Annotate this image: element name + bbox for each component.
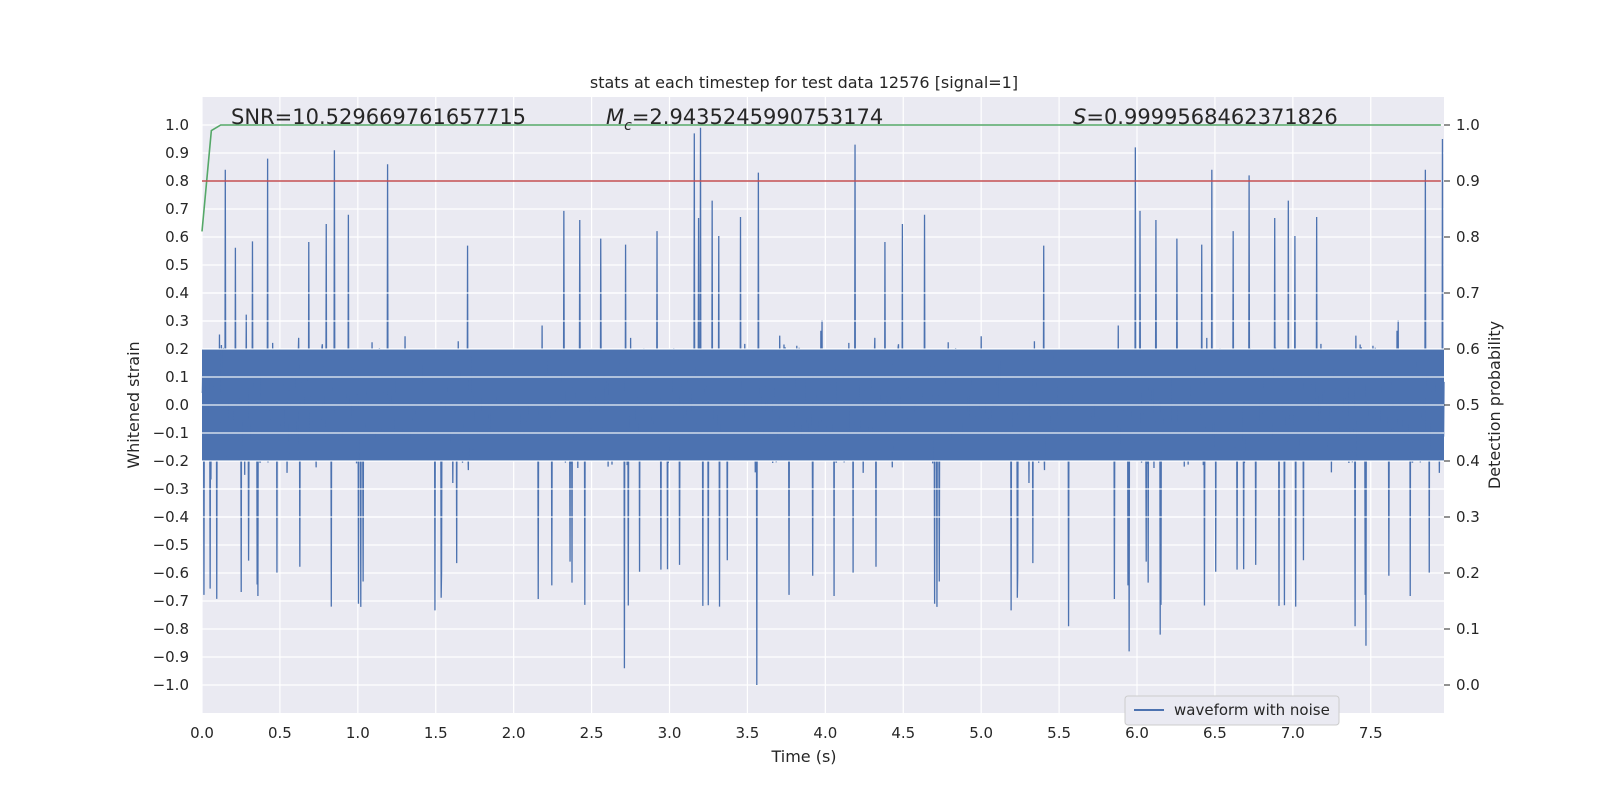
y-tick-label: −0.5 <box>153 536 189 554</box>
detection-probability-line <box>201 124 1441 232</box>
chirp-mass-annotation: Mc=2.9435245990753174 <box>606 105 883 134</box>
x-tick-label: 5.0 <box>969 724 993 742</box>
x-tick-label: 6.5 <box>1203 724 1227 742</box>
y-tick-label: 0.9 <box>165 144 189 162</box>
y-tick-label: 0.0 <box>165 396 189 414</box>
y2-tick-label: 0.0 <box>1456 676 1480 694</box>
y-axis-label: Whitened strain <box>124 341 143 468</box>
y-tick-label: −0.1 <box>153 424 189 442</box>
waveform-series <box>201 127 1445 686</box>
y2-tick-label: 0.1 <box>1456 620 1480 638</box>
y2-tick-label: 0.3 <box>1456 508 1480 526</box>
y2-tick-label: 1.0 <box>1456 116 1480 134</box>
y-axis-ticks: 1.0 0.9 0.8 0.7 0.6 0.5 0.4 0.3 0.2 0.1 0.0 −0.1 −0.… <box>153 116 189 694</box>
y2-tick-label: 0.4 <box>1456 452 1480 470</box>
y-tick-label: 0.8 <box>165 172 189 190</box>
x-tick-label: 3.5 <box>735 724 759 742</box>
y-tick-label: 0.5 <box>165 256 189 274</box>
y2-tick-label: 0.7 <box>1456 284 1480 302</box>
y-tick-label: −0.4 <box>153 508 189 526</box>
y2-axis-label: Detection probability <box>1485 321 1504 489</box>
x-tick-label: 3.0 <box>658 724 682 742</box>
x-tick-label: 7.0 <box>1281 724 1305 742</box>
y-tick-label: −0.9 <box>153 648 189 666</box>
y-tick-label: 0.2 <box>165 340 189 358</box>
legend-box <box>1124 695 1340 726</box>
x-tick-label: 2.5 <box>580 724 604 742</box>
y-tick-label: −0.2 <box>153 452 189 470</box>
chart-title: stats at each timestep for test data 125… <box>590 73 1018 92</box>
y-tick-label: 0.6 <box>165 228 189 246</box>
y-tick-label: 0.7 <box>165 200 189 218</box>
y2-tick-label: 0.8 <box>1456 228 1480 246</box>
x-tick-label: 0.0 <box>190 724 214 742</box>
y-tick-label: −0.3 <box>153 480 189 498</box>
y-tick-label: −0.8 <box>153 620 189 638</box>
x-tick-label: 2.0 <box>502 724 526 742</box>
detection-score-annotation: S=0.9999568462371826 <box>1073 105 1338 129</box>
y2-tick-label: 0.5 <box>1456 396 1480 414</box>
x-tick-label: 5.5 <box>1047 724 1071 742</box>
legend: waveform with noise <box>1124 695 1340 726</box>
y-tick-label: 0.3 <box>165 312 189 330</box>
x-tick-label: 4.0 <box>813 724 837 742</box>
x-tick-label: 7.5 <box>1359 724 1383 742</box>
x-tick-label: 0.5 <box>268 724 292 742</box>
y-tick-label: 0.1 <box>165 368 189 386</box>
snr-annotation: SNR=10.529669761657715 <box>231 105 526 129</box>
x-tick-label: 1.5 <box>424 724 448 742</box>
y-tick-label: 0.4 <box>165 284 189 302</box>
y-tick-label: 1.0 <box>165 116 189 134</box>
x-axis-ticks: 0.0 0.5 1.0 1.5 2.0 2.5 3.0 3.5 4.0 4.5 5.0 5.5 6.0 6… <box>190 724 1383 742</box>
x-tick-label: 6.0 <box>1125 724 1149 742</box>
y-tick-label: −1.0 <box>153 676 189 694</box>
y-tick-label: −0.6 <box>153 564 189 582</box>
waveform-line <box>201 127 1445 686</box>
y-tick-label: −0.7 <box>153 592 189 610</box>
x-axis-label: Time (s) <box>770 747 836 766</box>
y2-tick-label: 0.9 <box>1456 172 1480 190</box>
legend-label: waveform with noise <box>1174 701 1330 719</box>
y2-tick-label: 0.2 <box>1456 564 1480 582</box>
x-tick-label: 1.0 <box>346 724 370 742</box>
y2-axis-ticks: 1.0 0.9 0.8 0.7 0.6 0.5 0.4 0.3 0.2 0.1 0.0 <box>1444 116 1480 694</box>
x-tick-label: 4.5 <box>891 724 915 742</box>
y2-tick-label: 0.6 <box>1456 340 1480 358</box>
probability-series <box>201 124 1441 232</box>
